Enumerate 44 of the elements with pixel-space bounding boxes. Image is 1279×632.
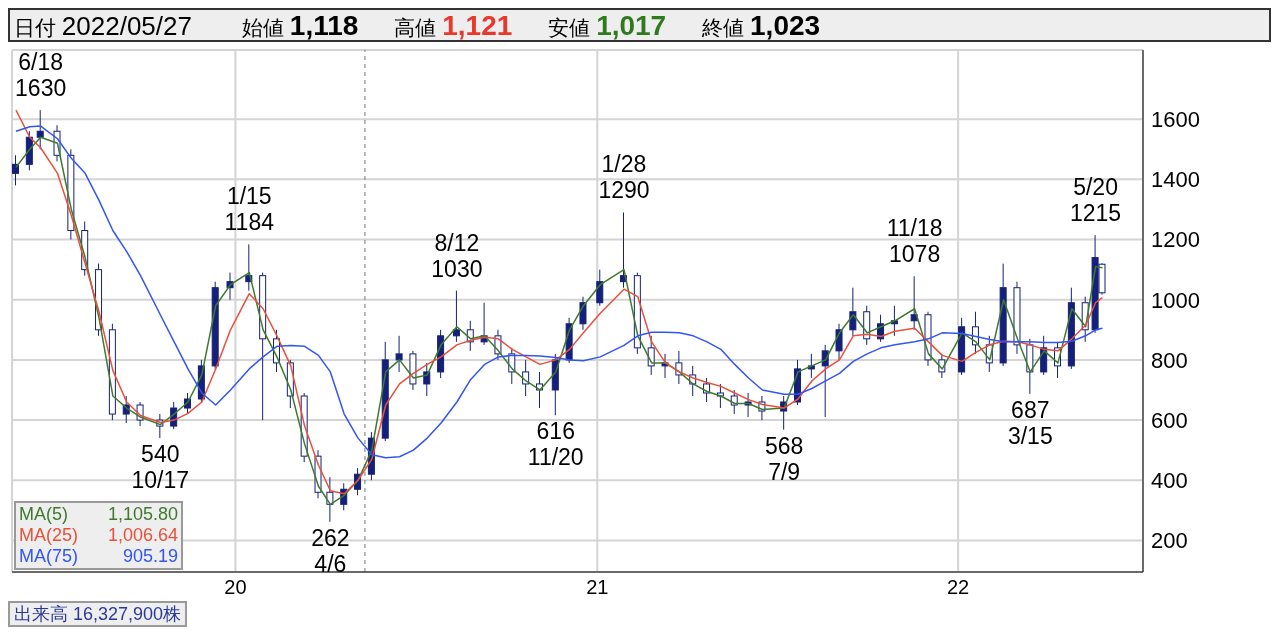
candlestick (596, 269, 604, 307)
text: 日付 2022/05/27 (14, 11, 192, 41)
text: 始値 1,118 (241, 10, 359, 41)
text: MA(5) (19, 504, 68, 525)
candlestick (522, 359, 530, 397)
candlestick (423, 362, 431, 397)
candlestick (452, 290, 460, 343)
annotation: 1/28 1290 (598, 151, 650, 204)
x-tick-label: 22 (947, 576, 970, 599)
annotation: 11/18 1078 (886, 215, 943, 268)
annotation: 1,105.80 (108, 504, 179, 525)
y-tick-label: 400 (1151, 468, 1188, 494)
x-tick-label: 20 (224, 576, 247, 599)
candlestick (821, 344, 829, 418)
y-tick-label: 800 (1151, 347, 1188, 373)
annotation: 1,006.64 (108, 525, 179, 546)
text: MA(25) (19, 525, 79, 546)
y-tick-label: 1000 (1151, 287, 1200, 313)
annotation: 1/15 1184 (224, 183, 275, 236)
annotation: 6/18 1630 (15, 49, 67, 102)
y-tick-label: 200 (1151, 528, 1188, 554)
candlestick (12, 154, 19, 186)
annotation: 568 7/9 (764, 432, 804, 485)
annotation: 616 11/20 (527, 418, 584, 471)
annotation: 5/20 1215 (1069, 174, 1122, 227)
y-tick-label: 1600 (1151, 107, 1200, 133)
x-tick-label: 21 (586, 576, 609, 599)
annotation: 540 10/17 (131, 441, 190, 494)
text: 高値 1,121 (394, 10, 513, 41)
annotation: 687 3/15 (1007, 396, 1053, 449)
annotation: 905.19 (123, 546, 179, 567)
y-tick-label: 600 (1151, 407, 1188, 433)
candlestick (326, 476, 334, 523)
annotation: 8/12 1030 (431, 229, 483, 282)
text: 安値 1,017 (548, 10, 667, 41)
candlestick (36, 109, 44, 150)
y-tick-label: 1200 (1151, 227, 1200, 253)
text: 終値 1,023 (702, 10, 821, 41)
text: MA(75) (19, 546, 79, 567)
annotation: 262 4/6 (311, 524, 350, 577)
text: 出来高 16,327,900株 (8, 601, 188, 627)
candlestick (835, 323, 843, 361)
y-tick-label: 1400 (1151, 167, 1200, 193)
candlestick (395, 335, 403, 373)
